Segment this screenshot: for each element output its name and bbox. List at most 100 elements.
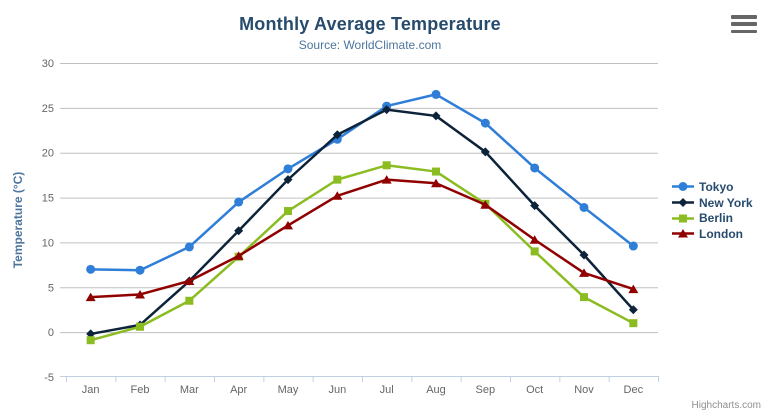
data-point-berlin-nov[interactable] — [580, 293, 588, 302]
y-gridlines — [60, 63, 658, 334]
legend-marker-shape[interactable] — [678, 182, 688, 192]
data-point-berlin-aug[interactable] — [432, 167, 440, 176]
chart-subtitle: Source: WorldClimate.com — [298, 38, 442, 52]
data-point-tokyo-sep[interactable] — [480, 118, 490, 128]
data-point-london-jan[interactable] — [85, 292, 96, 302]
series-tokyo — [86, 89, 638, 275]
legend-marker-shape[interactable] — [678, 229, 688, 238]
legend-marker-diamond-icon — [672, 198, 694, 208]
data-point-tokyo-nov[interactable] — [579, 202, 589, 212]
svg-text:Nov: Nov — [574, 384, 594, 396]
data-point-london-feb[interactable] — [135, 289, 145, 299]
hamburger-menu-icon — [731, 22, 757, 26]
svg-text:30: 30 — [42, 58, 54, 70]
legend-item-london[interactable]: London — [672, 226, 753, 242]
data-point-tokyo-aug[interactable] — [431, 89, 441, 99]
series-line-new-york[interactable] — [89, 108, 635, 336]
legend-item-berlin[interactable]: Berlin — [672, 210, 753, 226]
data-point-london-jul[interactable] — [381, 175, 392, 184]
data-point-london-mar[interactable] — [184, 276, 195, 286]
svg-text:Dec: Dec — [624, 384, 644, 396]
data-point-london-nov[interactable] — [579, 268, 589, 277]
data-point-tokyo-dec[interactable] — [628, 241, 638, 251]
series-line-tokyo[interactable] — [89, 93, 635, 272]
data-point-tokyo-may[interactable] — [283, 164, 293, 174]
credits-link[interactable]: Highcharts.com — [691, 400, 761, 411]
data-point-berlin-oct[interactable] — [530, 247, 539, 256]
data-point-new-york-jan[interactable] — [86, 329, 96, 339]
x-axis-labels: Jan Feb Mar Apr May Jun Jul Aug Sep Oct Nov Dec — [82, 384, 644, 396]
data-point-new-york-jun[interactable] — [332, 130, 342, 140]
data-point-london-sep[interactable] — [480, 200, 491, 209]
y-axis-title: Temperature (°C) — [11, 172, 25, 269]
data-point-tokyo-mar[interactable] — [184, 242, 194, 252]
series-line-berlin[interactable] — [89, 164, 635, 342]
svg-text:Jun: Jun — [328, 384, 346, 396]
data-point-tokyo-feb[interactable] — [135, 265, 145, 275]
legend-item-tokyo[interactable]: Tokyo — [672, 179, 753, 195]
svg-text:15: 15 — [42, 193, 54, 205]
svg-text:Sep: Sep — [476, 384, 496, 396]
svg-text:25: 25 — [42, 103, 54, 115]
legend-item-new-york[interactable]: New York — [672, 195, 753, 211]
svg-text:Apr: Apr — [230, 384, 247, 396]
data-point-tokyo-jan[interactable] — [86, 264, 96, 274]
data-point-berlin-feb[interactable] — [136, 322, 144, 331]
y-axis-labels: -5 0 5 10 15 20 25 30 — [42, 58, 54, 384]
x-axis — [60, 376, 659, 382]
svg-text:Jul: Jul — [380, 384, 394, 396]
legend-label: London — [699, 226, 743, 241]
legend-label: New York — [699, 195, 753, 210]
data-point-new-york-dec[interactable] — [628, 305, 638, 315]
data-point-new-york-nov[interactable] — [579, 250, 589, 260]
hamburger-menu-icon — [731, 29, 757, 33]
legend-marker-shape[interactable] — [679, 214, 687, 223]
data-point-tokyo-apr[interactable] — [234, 197, 244, 207]
legend-marker-triangle-icon — [672, 229, 694, 238]
svg-text:0: 0 — [48, 327, 54, 339]
data-point-new-york-may[interactable] — [283, 175, 293, 185]
data-point-london-oct[interactable] — [529, 235, 540, 244]
data-point-london-dec[interactable] — [628, 284, 639, 294]
data-point-berlin-may[interactable] — [284, 207, 292, 216]
svg-text:Mar: Mar — [180, 384, 199, 396]
chart-title: Monthly Average Temperature — [239, 14, 501, 34]
data-point-new-york-oct[interactable] — [530, 201, 540, 211]
legend-label: Berlin — [699, 211, 734, 226]
svg-text:Feb: Feb — [131, 384, 150, 396]
legend-marker-circle-icon — [672, 182, 694, 192]
data-point-london-apr[interactable] — [233, 251, 244, 260]
series-line-london[interactable] — [89, 178, 635, 299]
legend: Tokyo New York Berlin London — [672, 179, 753, 242]
data-point-berlin-mar[interactable] — [185, 296, 194, 305]
data-point-berlin-jul[interactable] — [382, 161, 391, 170]
hamburger-menu-icon — [731, 15, 757, 19]
svg-text:-5: -5 — [44, 372, 54, 384]
series-london — [85, 175, 639, 302]
svg-text:Aug: Aug — [426, 384, 446, 396]
export-menu-button[interactable] — [731, 15, 757, 33]
data-point-berlin-dec[interactable] — [629, 319, 638, 328]
data-point-new-york-sep[interactable] — [480, 147, 490, 157]
svg-text:May: May — [278, 384, 299, 396]
svg-text:Jan: Jan — [82, 384, 100, 396]
svg-text:Oct: Oct — [526, 384, 543, 396]
data-point-berlin-jan[interactable] — [86, 336, 95, 345]
data-point-berlin-jun[interactable] — [333, 175, 342, 184]
data-point-new-york-apr[interactable] — [234, 226, 244, 236]
svg-text:5: 5 — [48, 282, 54, 294]
data-point-london-aug[interactable] — [431, 178, 441, 188]
series-new-york — [86, 105, 638, 339]
svg-text:10: 10 — [42, 237, 54, 249]
svg-text:20: 20 — [42, 148, 54, 160]
data-point-new-york-jul[interactable] — [382, 105, 392, 115]
legend-marker-shape[interactable] — [678, 198, 688, 208]
legend-label: Tokyo — [699, 179, 734, 194]
data-point-tokyo-oct[interactable] — [530, 163, 540, 173]
legend-marker-square-icon — [672, 214, 694, 223]
data-point-new-york-aug[interactable] — [431, 111, 441, 121]
data-point-london-jun[interactable] — [332, 191, 343, 200]
data-point-london-may[interactable] — [283, 220, 293, 230]
